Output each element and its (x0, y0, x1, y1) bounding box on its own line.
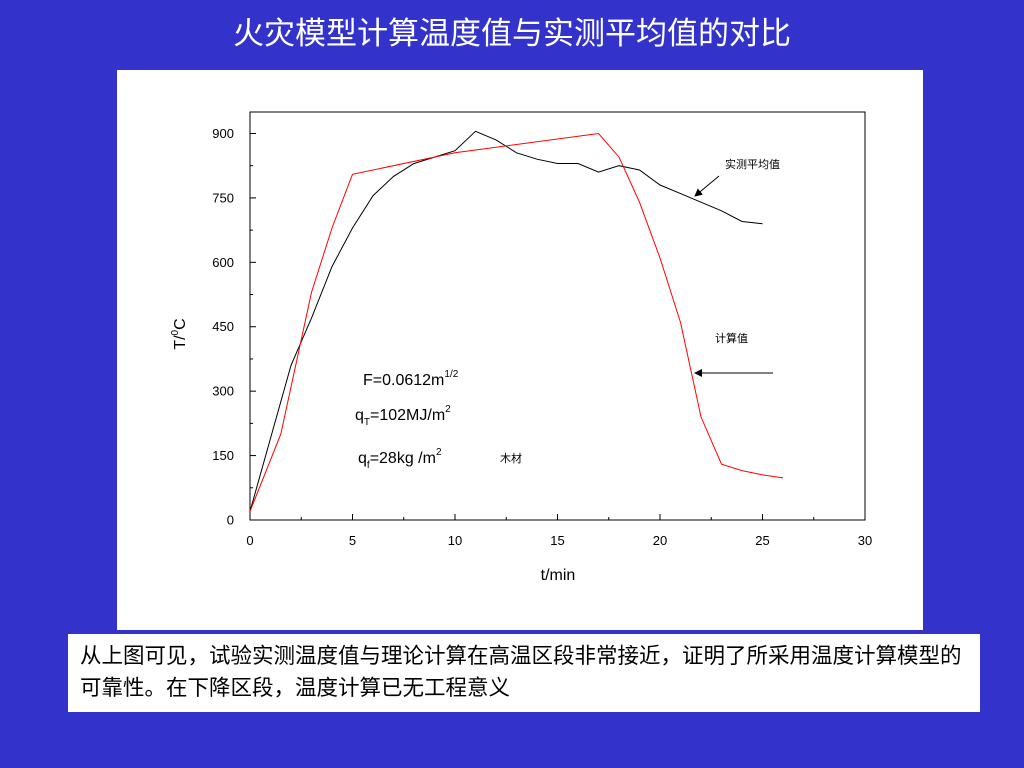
y-tick-label: 750 (212, 190, 234, 205)
y-tick-label: 600 (212, 255, 234, 270)
qf-annotation-sup: 2 (436, 447, 442, 458)
x-tick-label: 30 (858, 533, 872, 548)
y-tick-label: 300 (212, 384, 234, 399)
x-axis-title: t/min (541, 567, 576, 584)
x-axis-ticks: 0 5 10 15 20 25 30 (246, 514, 872, 548)
series-layer (249, 130, 784, 512)
x-tick-label: 0 (246, 533, 253, 548)
qf-annotation: qf=28kg /m2 (358, 447, 442, 471)
y-axis-ticks: 0 150 300 450 600 750 900 (212, 126, 256, 528)
y-axis-title-sup: 0 (170, 329, 181, 335)
qt-annotation-sup: 2 (445, 404, 451, 415)
measured-series-label: 实测平均值 (725, 157, 780, 171)
material-label: 木材 (500, 451, 522, 465)
qf-annotation-sub: f (367, 460, 370, 471)
y-tick-label: 450 (212, 319, 234, 334)
qt-annotation: qT=102MJ/m2 (355, 404, 451, 428)
x-tick-label: 5 (349, 533, 356, 548)
x-tick-label: 15 (550, 533, 564, 548)
y-tick-label: 900 (212, 126, 234, 141)
caption-text: 从上图可见，试验实测温度值与理论计算在高温区段非常接近，证明了所采用温度计算模型… (68, 634, 980, 712)
calculated-series-label: 计算值 (715, 331, 748, 345)
f-annotation: F=0.0612m1/2 (363, 369, 459, 389)
y-axis-title-unit: C (172, 318, 189, 330)
svg-text:T/0C: T/0C (170, 318, 189, 349)
measured-label-arrow (694, 175, 720, 197)
y-axis-title: T/0C (170, 318, 189, 349)
y-tick-label: 0 (227, 513, 234, 528)
y-tick-label: 150 (212, 448, 234, 463)
chart-panel: 0 5 10 15 20 25 30 0 150 300 450 600 750 900 t/min T… (117, 70, 923, 630)
x-tick-label: 20 (653, 533, 667, 548)
qf-annotation-value: =28kg /m (370, 450, 436, 467)
qt-annotation-sub: T (364, 417, 370, 428)
f-annotation-main: F=0.0612m (363, 372, 444, 389)
plot-frame (249, 111, 866, 521)
x-tick-label: 25 (755, 533, 769, 548)
x-tick-label: 10 (448, 533, 462, 548)
qt-annotation-main: q (355, 407, 364, 424)
calculated-series-line (249, 132, 784, 512)
slide-title: 火灾模型计算温度值与实测平均值的对比 (233, 16, 791, 52)
qt-annotation-value: =102MJ/m (370, 407, 445, 424)
qf-annotation-main: q (358, 450, 367, 467)
y-axis-title-main: T/ (172, 335, 189, 350)
f-annotation-sup: 1/2 (444, 369, 458, 380)
